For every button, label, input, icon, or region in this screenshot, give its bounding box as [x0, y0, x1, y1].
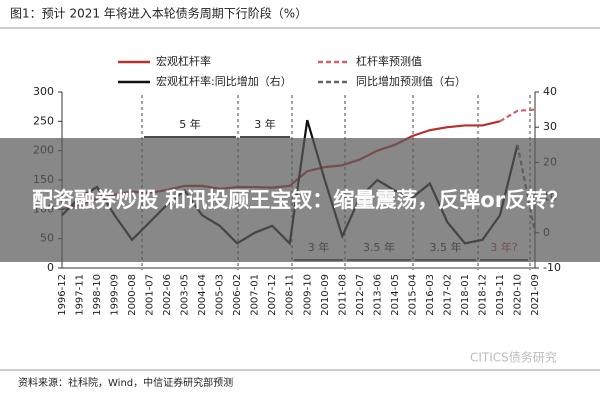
- x-tick-label: 2003-05: [180, 274, 191, 316]
- banner: 配资融券炒股 和讯投顾王宝钗：缩量震荡，反弹or反转？: [0, 138, 600, 262]
- x-tick-label: 2007-01: [250, 274, 261, 316]
- x-tick-label: 2007-12: [267, 274, 278, 316]
- legend-label: 杠杆率预测值: [356, 54, 422, 68]
- x-tick-label: 2021-09: [530, 274, 541, 316]
- x-tick-label: 1997-11: [75, 274, 86, 316]
- x-tick-label: 2018-01: [460, 274, 471, 316]
- legend-label: 宏观杠杆率:同比增加（右）: [156, 74, 292, 88]
- y2-tick-label: 40: [543, 85, 557, 98]
- x-tick-label: 2008-11: [285, 274, 296, 316]
- x-tick-label: 2009-10: [302, 274, 313, 316]
- x-tick-label: 2018-12: [477, 274, 488, 316]
- x-tick-label: 2016-03: [425, 274, 436, 316]
- banner-text: 配资融券炒股 和讯投顾王宝钗：缩量震荡，反弹or反转？: [31, 188, 569, 212]
- legend-label: 宏观杠杆率: [156, 54, 211, 68]
- x-tick-label: 1998-10: [92, 274, 103, 316]
- series-line: [499, 108, 536, 123]
- x-tick-label: 1999-09: [110, 274, 121, 316]
- y2-tick-label: 30: [543, 120, 557, 133]
- x-tick-label: 2010-09: [320, 274, 331, 316]
- chart-title: 图1：预计 2021 年将进入本轮债务周期下行阶段（%）: [10, 6, 307, 21]
- legend-label: 同比增加预测值（右）: [356, 74, 466, 88]
- y-tick-label: 250: [33, 114, 54, 127]
- watermark: CITICS债务研究: [470, 350, 557, 365]
- x-tick-label: 2017-02: [442, 274, 453, 316]
- x-tick-label: 2002-06: [162, 274, 173, 316]
- x-tick-label: 2019-11: [495, 274, 506, 316]
- x-tick-label: 2020-10: [512, 274, 523, 316]
- x-tick-label: 2001-07: [145, 274, 156, 316]
- annotation: 5 年: [179, 117, 201, 131]
- y-tick-label: 0: [47, 261, 54, 274]
- y2-tick-label: -10: [543, 261, 561, 274]
- x-tick-label: 2014-05: [390, 274, 401, 316]
- x-tick-label: 1996-12: [57, 274, 68, 316]
- annotation: 3 年: [254, 117, 276, 131]
- x-tick-label: 2012-07: [355, 274, 366, 316]
- x-tick-label: 2013-06: [372, 274, 383, 316]
- x-tick-label: 2011-08: [337, 274, 348, 316]
- x-tick-label: 2000-08: [127, 274, 138, 316]
- x-tick-label: 2004-04: [197, 274, 208, 316]
- y-tick-label: 300: [33, 85, 54, 98]
- source: 资料来源：社科院，Wind，中信证券研究部预测: [18, 376, 233, 389]
- x-tick-label: 2006-02: [232, 274, 243, 316]
- x-tick-label: 2005-03: [215, 274, 226, 316]
- x-tick-label: 2015-04: [407, 274, 418, 316]
